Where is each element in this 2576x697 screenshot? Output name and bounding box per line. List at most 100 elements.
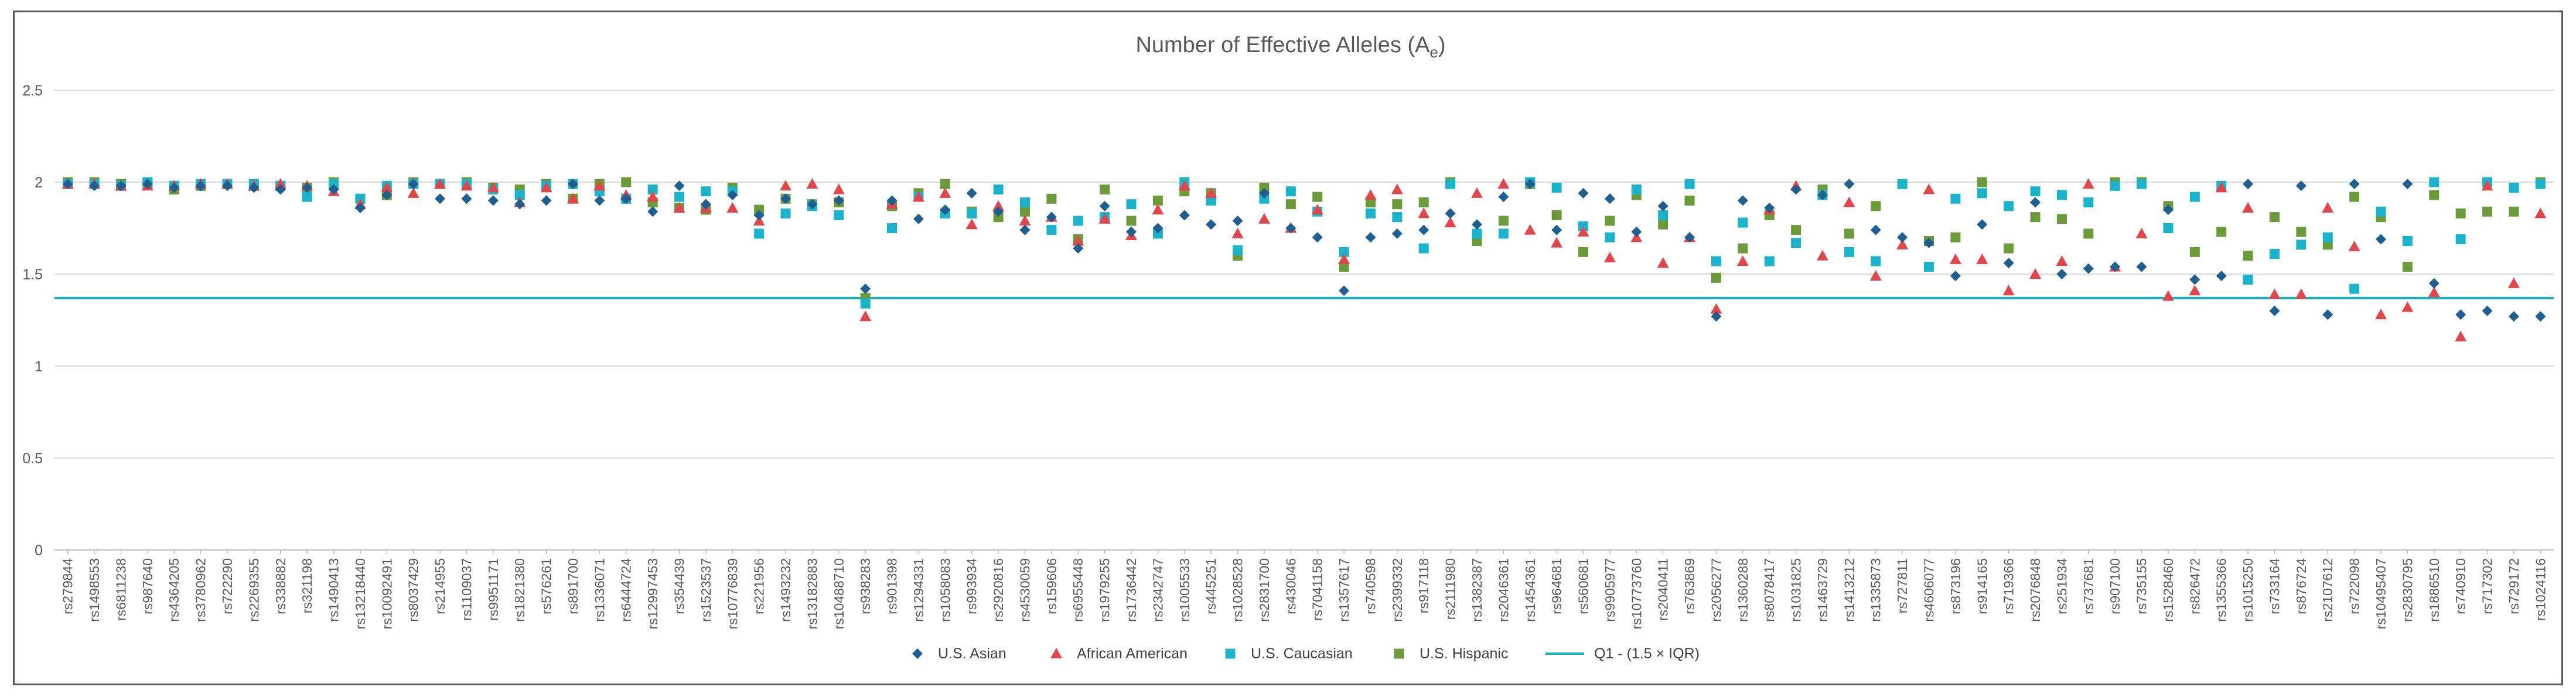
data-point: [2083, 197, 2094, 208]
series-african-american: [62, 178, 2547, 341]
data-point: [1019, 197, 1030, 208]
data-point: [1977, 219, 1988, 230]
legend-item: Q1 - (1.5 × IQR): [1545, 645, 1700, 662]
data-point: [2534, 207, 2547, 218]
data-point: [1977, 188, 1987, 199]
data-point: [1736, 255, 1749, 266]
data-point: [567, 179, 578, 190]
x-tick-label: rs1357617: [1336, 558, 1352, 622]
x-tick-label: rs8037429: [406, 558, 421, 622]
data-point: [1019, 206, 1030, 217]
data-point: [2429, 190, 2439, 200]
x-tick-label: rs1028528: [1230, 558, 1246, 622]
data-point: [967, 208, 977, 218]
x-tick-label: rs221956: [752, 558, 767, 614]
x-tick-label: rs1031825: [1789, 558, 1804, 622]
data-point: [115, 180, 127, 192]
data-point: [1764, 256, 1775, 266]
data-point: [2243, 251, 2253, 261]
data-point: [1152, 228, 1163, 239]
data-point: [1738, 243, 1748, 254]
y-tick-label: 2.5: [22, 83, 43, 99]
data-point: [514, 190, 525, 200]
series-u-s-hispanic: [63, 177, 2546, 303]
data-point: [2029, 268, 2042, 279]
x-tick-label: rs873196: [1948, 558, 1963, 614]
data-point: [594, 195, 605, 206]
data-point: [2348, 240, 2360, 251]
x-tick-label: rs964681: [1549, 558, 1564, 614]
scatter-chart: Number of Effective Alleles (Ae) 0 0.5 1 1.…: [22, 33, 2554, 662]
x-tick-label: rs6955448: [1070, 558, 1086, 622]
x-tick-label: rs430046: [1283, 558, 1298, 614]
x-tick-label: rs737681: [2081, 558, 2096, 614]
x-tick-label: rs2269355: [246, 558, 261, 622]
data-point: [2349, 283, 2360, 294]
data-point: [1259, 182, 1270, 193]
data-point: [834, 210, 844, 221]
data-point: [832, 183, 845, 194]
x-tick-label: rs1294331: [911, 558, 926, 622]
data-point: [1924, 261, 1934, 272]
x-tick-label: rs1463729: [1815, 558, 1830, 622]
data-point: [461, 193, 472, 204]
data-point: [2509, 206, 2519, 217]
chart-title-end: ): [1438, 33, 1446, 57]
x-tick-label: rs1498553: [87, 558, 102, 622]
data-point: [1843, 196, 1855, 207]
x-tick-label: rs159606: [1044, 558, 1059, 614]
data-point: [859, 310, 872, 322]
data-point: [1126, 199, 1137, 210]
data-point: [2322, 232, 2333, 242]
data-point: [1285, 186, 1296, 197]
data-point: [1179, 210, 1190, 221]
data-point: [1950, 232, 1961, 242]
x-tick-label: rs6444724: [619, 558, 634, 622]
x-tick-label: rs938283: [858, 558, 873, 614]
x-tick-label: rs3780962: [193, 558, 209, 622]
data-point: [1126, 216, 1137, 226]
x-tick-label: rs987640: [140, 558, 155, 614]
legend-label: U.S. Asian: [938, 645, 1006, 662]
data-point: [2482, 305, 2493, 316]
data-point: [647, 184, 658, 195]
data-point: [1178, 180, 1190, 191]
data-point: [169, 182, 180, 193]
x-tick-label: rs1360288: [1735, 558, 1751, 622]
data-point: [701, 186, 711, 197]
data-point: [1046, 193, 1057, 204]
data-point: [1684, 195, 1695, 206]
data-point: [1791, 238, 1802, 248]
legend-marker: [1225, 648, 1236, 659]
data-point: [621, 177, 632, 187]
data-point: [1605, 232, 1615, 242]
data-point: [1391, 183, 1403, 194]
x-tick-label: rs445251: [1203, 558, 1219, 614]
x-tick-label: rs10495407: [2373, 558, 2389, 630]
x-tick-label: rs2342747: [1150, 558, 1165, 622]
x-tick-label: rs10776839: [725, 558, 740, 630]
data-point: [1311, 204, 1323, 215]
data-point: [567, 193, 579, 204]
data-point: [1498, 216, 1509, 226]
data-point: [1790, 184, 1802, 195]
data-point: [1551, 210, 1562, 221]
legend-item: African American: [1050, 645, 1188, 662]
data-point: [1392, 199, 1403, 210]
legend-marker: [1050, 648, 1062, 658]
data-point: [2535, 311, 2546, 322]
x-tick-label: rs1109037: [459, 558, 474, 621]
data-point: [1551, 237, 1563, 248]
legend: U.S. Asian African American U.S. Caucasian…: [912, 645, 1700, 662]
data-point: [1205, 187, 1217, 198]
data-point: [1711, 256, 1721, 266]
data-point: [1444, 217, 1456, 228]
chart-frame: Number of Effective Alleles (Ae) 0 0.5 1 1.…: [13, 11, 2563, 685]
data-point: [1604, 193, 1615, 204]
data-point: [1844, 179, 1855, 190]
data-point: [939, 187, 951, 198]
data-point: [1152, 204, 1164, 215]
data-point: [674, 180, 685, 192]
legend-label: U.S. Caucasian: [1251, 645, 1353, 662]
data-point: [2428, 278, 2439, 289]
